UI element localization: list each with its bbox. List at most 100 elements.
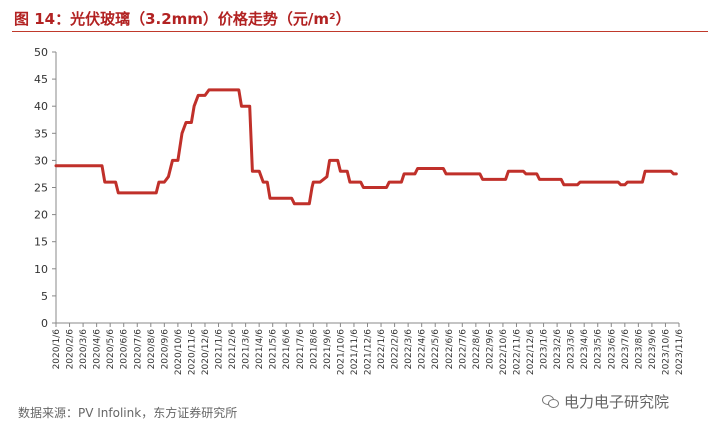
data-point [556,178,558,180]
chart-title: 图 14：光伏玻璃（3.2mm）价格走势（元/m²） [14,10,351,28]
data-point [333,159,335,161]
x-axis: 2020/1/6 2020/2/6 2020/3/6 2020/4/6 2020/5/6… [52,322,685,375]
data-point [617,181,619,183]
data-point [637,181,640,183]
data-point [291,197,293,199]
data-point [136,192,138,194]
x-tick-label: 2021/2/6 [228,329,238,370]
y-tick-label: 0 [41,317,48,330]
data-point [525,173,527,175]
x-tick-label: 2020/3/6 [79,329,89,370]
series-line [54,88,678,206]
data-point [610,181,612,183]
x-tick-label: 2021/5/6 [269,329,279,370]
data-point [269,197,271,199]
x-tick-label: 2021/3/6 [242,329,252,370]
data-point [197,94,199,96]
data-point [403,173,405,175]
data-point [251,170,253,172]
x-tick-label: 2021/6/6 [282,329,292,370]
data-point [434,167,436,170]
data-point [579,181,581,183]
data-point [488,178,490,180]
data-point [414,173,416,175]
data-point [505,178,507,180]
x-tick-label: 2021/7/6 [296,329,306,370]
data-point [249,105,251,107]
data-point [158,181,160,183]
data-point [272,197,274,199]
data-point [597,181,599,183]
x-tick-label: 2022/1/6 [377,329,387,370]
data-point [185,121,187,124]
x-tick-label: 2022/4/6 [418,329,428,370]
data-point [123,192,125,194]
data-point [366,186,369,189]
data-point [479,173,481,175]
data-point [258,170,260,172]
data-point [193,105,195,107]
x-tick-label: 2020/10/6 [174,329,184,375]
data-point [475,173,477,175]
data-point [109,181,111,183]
data-point [507,170,509,172]
data-point [329,159,331,161]
x-tick-label: 2023/4/6 [580,329,590,370]
x-tick-label: 2022/7/6 [458,329,468,370]
data-point [319,181,321,183]
data-point [349,181,351,183]
x-tick-label: 2022/6/6 [445,329,455,370]
data-point [502,178,504,180]
y-tick-label: 20 [34,209,48,222]
x-tick-label: 2023/6/6 [607,329,617,370]
data-point [231,89,233,91]
data-point [55,165,57,167]
data-point [515,170,518,172]
data-point [538,178,541,180]
data-point [385,186,388,189]
x-tick-label: 2020/7/6 [133,329,143,370]
data-point [299,203,301,205]
data-point [560,178,562,180]
data-point [388,181,390,183]
data-point [339,170,341,172]
data-point [536,173,538,175]
data-point [68,165,71,167]
data-point [177,159,179,161]
x-tick-label: 2023/7/6 [621,329,631,370]
data-point [394,181,396,183]
data-point [563,184,565,186]
x-tick-label: 2021/8/6 [309,329,319,370]
x-tick-label: 2022/11/6 [512,329,522,375]
data-point [442,167,444,170]
y-tick-label: 50 [34,46,48,59]
x-tick-label: 2020/11/6 [187,329,197,375]
x-tick-label: 2021/10/6 [336,329,346,375]
data-point [448,173,450,175]
y-tick-label: 10 [34,263,48,276]
y-tick-label: 5 [41,290,48,303]
y-tick-label: 25 [34,182,48,195]
data-point [285,197,287,199]
data-point [150,192,152,194]
data-point [576,184,579,186]
data-point [155,192,157,194]
x-tick-label: 2020/9/6 [160,329,170,370]
x-tick-label: 2023/11/6 [675,329,685,375]
data-point [115,181,117,183]
x-tick-label: 2023/2/6 [553,329,563,370]
x-tick-label: 2023/5/6 [594,329,604,370]
data-point [626,181,629,183]
x-tick-label: 2021/9/6 [323,329,333,370]
series-layer [54,88,678,206]
y-tick-label: 15 [34,236,48,249]
data-point [311,186,313,189]
data-point [181,132,183,134]
data-point [380,186,382,189]
data-point [407,173,409,175]
x-tick-label: 2020/12/6 [201,329,211,375]
x-tick-label: 2023/10/6 [661,329,671,375]
data-point [96,165,98,167]
data-point [262,181,264,183]
